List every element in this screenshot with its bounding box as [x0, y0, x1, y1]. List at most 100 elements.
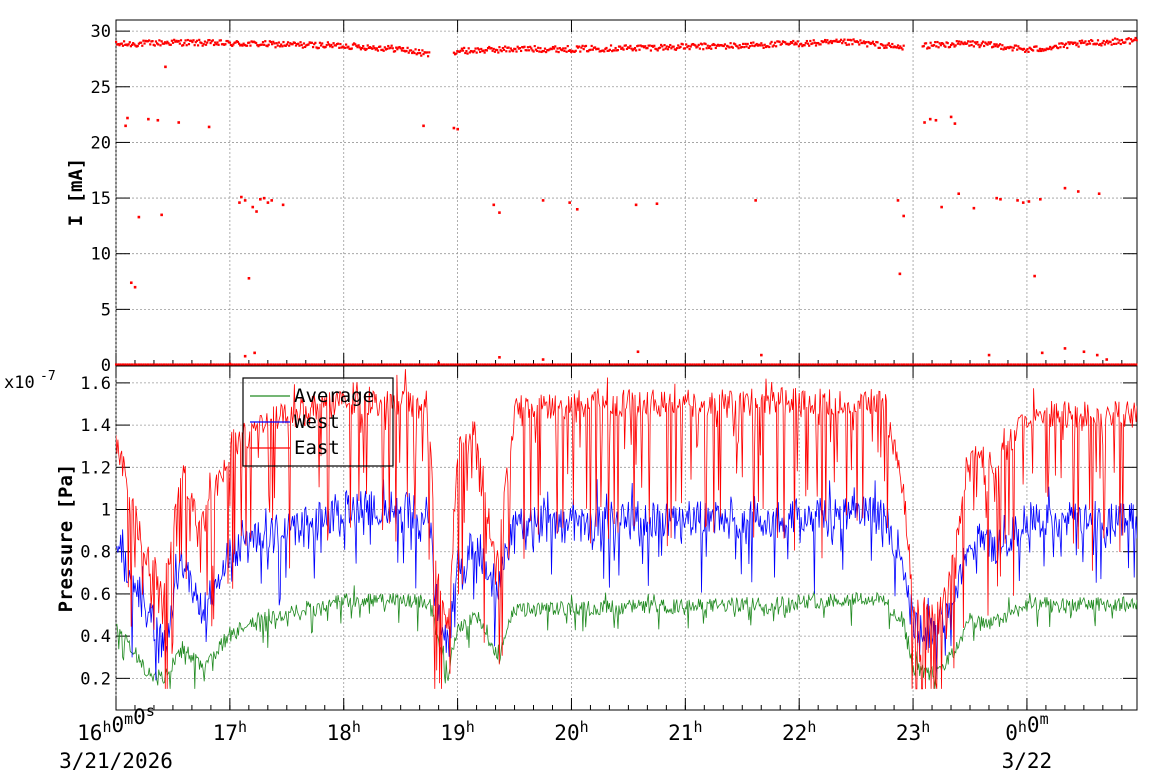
current-point — [867, 40, 870, 44]
current-point — [727, 45, 730, 48]
current-point — [696, 45, 699, 48]
current-point — [429, 363, 432, 366]
current-point — [1060, 42, 1063, 45]
current-point — [1120, 38, 1124, 42]
current-point — [498, 211, 501, 214]
current-point — [136, 44, 139, 48]
current-point — [130, 363, 134, 366]
current-point — [301, 363, 304, 366]
current-point — [923, 42, 927, 45]
time-tick-unit: h — [102, 718, 111, 736]
current-point — [128, 363, 131, 366]
current-point — [278, 45, 282, 48]
current-point — [331, 45, 334, 49]
current-point — [506, 46, 509, 49]
current-point — [1130, 363, 1133, 366]
current-point — [609, 44, 613, 47]
current-point — [217, 363, 220, 366]
current-point — [748, 363, 751, 366]
current-point — [643, 363, 646, 366]
current-point — [297, 42, 300, 45]
current-point — [424, 51, 427, 54]
current-point — [595, 48, 598, 51]
current-point — [321, 42, 324, 45]
current-point — [641, 45, 645, 48]
current-point — [563, 363, 566, 366]
current-point — [732, 363, 735, 366]
current-point — [455, 52, 458, 55]
current-point — [627, 363, 630, 366]
current-point — [226, 363, 229, 366]
current-point — [835, 38, 838, 41]
current-point — [597, 47, 600, 50]
time-tick-number: 0 — [133, 705, 146, 729]
current-point — [509, 47, 512, 50]
current-point — [654, 47, 657, 50]
y-tick-label: 0.6 — [80, 585, 111, 605]
current-point — [218, 39, 221, 42]
current-point — [789, 363, 792, 366]
current-point — [1005, 363, 1008, 366]
current-point — [128, 41, 131, 44]
current-point — [712, 42, 715, 46]
current-point — [161, 42, 164, 45]
current-point — [976, 41, 979, 44]
current-point — [452, 51, 456, 54]
current-point — [481, 49, 484, 53]
current-point — [140, 41, 143, 44]
current-point — [397, 363, 400, 366]
current-point — [1044, 48, 1047, 52]
current-point — [231, 363, 234, 366]
current-point — [156, 118, 160, 122]
current-point — [130, 43, 134, 46]
current-point — [1059, 46, 1062, 49]
current-point — [290, 363, 293, 366]
current-point — [874, 44, 877, 47]
current-point — [144, 363, 147, 366]
current-point — [129, 281, 133, 285]
current-point — [1091, 39, 1094, 43]
current-point — [719, 44, 722, 47]
current-point — [167, 42, 170, 45]
current-point — [601, 49, 605, 52]
current-point — [169, 363, 172, 366]
current-point — [766, 363, 769, 366]
current-point — [191, 40, 194, 44]
current-point — [818, 363, 821, 366]
current-point — [1100, 44, 1103, 47]
current-point — [895, 46, 898, 49]
current-point — [964, 363, 967, 366]
current-point — [661, 363, 664, 366]
current-point — [1084, 40, 1087, 43]
current-point — [938, 42, 941, 45]
current-point — [466, 52, 469, 55]
current-point — [930, 363, 933, 366]
current-point — [1110, 43, 1113, 46]
time-tick-number: 0 — [111, 713, 124, 737]
current-point — [677, 363, 680, 366]
current-point — [194, 41, 197, 44]
current-point — [1003, 46, 1006, 49]
current-point — [137, 42, 140, 45]
current-point — [152, 43, 155, 46]
current-point — [431, 363, 434, 366]
current-point — [373, 46, 376, 50]
current-point — [586, 50, 589, 53]
y-tick-label: 1 — [101, 501, 111, 521]
current-point — [230, 43, 233, 47]
current-point — [304, 363, 307, 366]
current-point — [1001, 44, 1004, 47]
y-tick-label: 1.6 — [80, 374, 111, 394]
current-point — [604, 363, 607, 366]
current-point — [582, 48, 585, 51]
current-point — [1096, 363, 1099, 366]
current-point — [155, 363, 159, 366]
current-point — [1039, 49, 1043, 53]
current-point — [458, 50, 461, 54]
current-point — [239, 44, 242, 47]
current-point — [916, 363, 919, 366]
current-point — [1055, 46, 1059, 49]
current-point — [237, 42, 241, 45]
current-point — [739, 46, 742, 49]
current-point — [887, 42, 890, 45]
